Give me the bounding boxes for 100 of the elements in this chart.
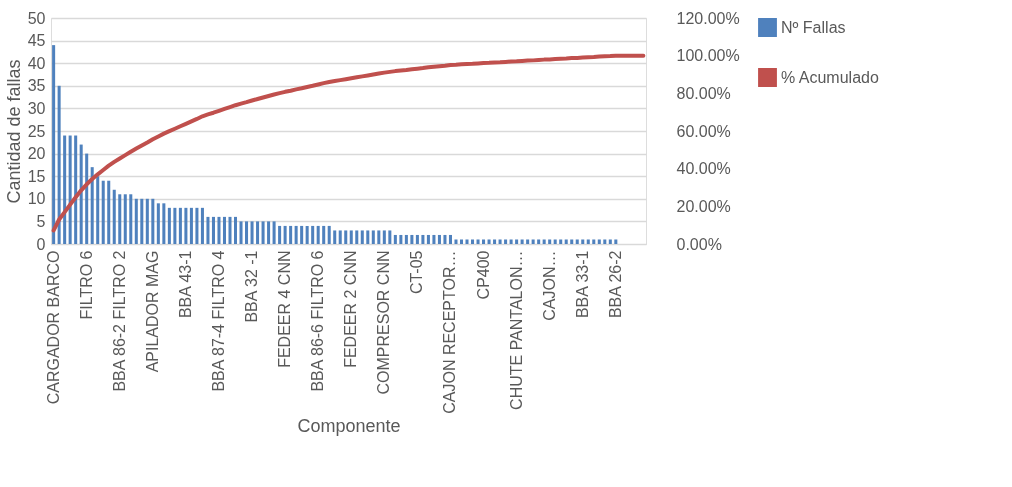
bar xyxy=(526,239,530,244)
bar xyxy=(603,239,607,244)
bar xyxy=(498,239,502,244)
x-tick-label: CP400 xyxy=(474,250,492,300)
bar xyxy=(129,194,133,244)
bar xyxy=(52,45,56,244)
bar xyxy=(355,230,359,244)
bar xyxy=(388,230,392,244)
legend-label: Nº Fallas xyxy=(781,18,846,36)
y-tick-label: 20 xyxy=(27,145,46,163)
y-tick-label: 5 xyxy=(36,212,46,230)
bar xyxy=(90,167,94,244)
bar xyxy=(570,239,574,244)
bar xyxy=(261,221,265,244)
bar xyxy=(592,239,596,244)
x-tick-label: CAJON… xyxy=(540,250,558,321)
bar xyxy=(482,239,486,244)
bar xyxy=(515,239,519,244)
bar xyxy=(415,234,419,244)
bar xyxy=(173,207,177,244)
y2-tick-label: 100.00% xyxy=(676,47,740,65)
bar xyxy=(465,239,469,244)
y-tick-label: 30 xyxy=(27,99,46,117)
bar xyxy=(233,216,238,244)
x-tick-label: FEDEER 4 CNN xyxy=(276,250,294,368)
bar xyxy=(360,230,364,244)
bar xyxy=(531,239,535,244)
y-tick-label: 0 xyxy=(36,235,46,253)
x-tick-label: APILADOR MAG xyxy=(143,250,161,373)
x-tick-label: CAJON RECEPTOR… xyxy=(441,250,459,414)
x-tick-label: CT-05 xyxy=(408,250,426,295)
bar xyxy=(366,230,370,244)
x-tick-label: FILTRO 6 xyxy=(77,250,95,320)
bar xyxy=(63,135,67,244)
bar xyxy=(305,225,309,244)
bar xyxy=(239,221,243,244)
bar xyxy=(564,239,568,244)
bar xyxy=(211,216,215,244)
y2-tick-label: 120.00% xyxy=(676,9,740,27)
y-tick-label: 45 xyxy=(27,32,46,50)
bar xyxy=(377,230,381,244)
bar xyxy=(421,234,425,244)
bar xyxy=(189,207,193,244)
bar xyxy=(443,234,447,244)
bar xyxy=(471,239,475,244)
y-tick-label: 40 xyxy=(27,54,46,72)
bar xyxy=(267,221,271,244)
x-tick-label: FEDEER 2 CNN xyxy=(342,250,360,368)
bar xyxy=(454,239,458,244)
bar xyxy=(162,203,166,244)
bar xyxy=(222,216,226,244)
bar xyxy=(382,230,386,244)
x-tick-label: CHUTE PANTALON… xyxy=(507,250,525,410)
bar xyxy=(542,239,546,244)
y2-tick-label: 60.00% xyxy=(676,122,731,140)
bar xyxy=(520,239,524,244)
x-tick-label: CARGADOR BARCO xyxy=(44,250,62,405)
bar xyxy=(311,225,315,244)
bar xyxy=(459,239,464,244)
y2-tick-label: 0.00% xyxy=(676,235,722,253)
bar xyxy=(184,207,188,244)
bar xyxy=(333,230,337,244)
bar xyxy=(432,234,436,244)
bar xyxy=(228,216,232,244)
y-tick-label: 35 xyxy=(27,77,46,95)
bar xyxy=(107,180,111,244)
bar xyxy=(404,234,408,244)
bar xyxy=(85,153,89,244)
y2-tick-label: 40.00% xyxy=(676,160,731,178)
bar xyxy=(322,225,326,244)
x-tick-label: BBA 86-2 FILTRO 2 xyxy=(110,250,128,392)
bar xyxy=(118,194,122,244)
bar xyxy=(79,144,83,244)
bar xyxy=(437,234,441,244)
y-tick-label: 10 xyxy=(27,190,46,208)
bar xyxy=(151,198,155,244)
bar xyxy=(250,221,254,244)
bar xyxy=(448,234,452,244)
y-tick-label: 25 xyxy=(27,122,46,140)
bar xyxy=(217,216,221,244)
y-axis-title: Cantidad de fallas xyxy=(3,59,24,204)
bar xyxy=(371,230,375,244)
bar xyxy=(294,225,298,244)
bar xyxy=(597,239,601,244)
bar xyxy=(123,194,127,244)
bar xyxy=(575,239,579,244)
bar xyxy=(476,239,480,244)
bar xyxy=(245,221,249,244)
bar xyxy=(344,230,348,244)
bar xyxy=(256,221,260,244)
bar xyxy=(426,234,430,244)
bar xyxy=(57,85,61,244)
bar xyxy=(410,234,414,244)
x-tick-label: BBA 32 -1 xyxy=(243,250,261,323)
bar xyxy=(68,135,72,244)
bar xyxy=(74,135,78,244)
x-tick-label: BBA 33-1 xyxy=(573,250,591,319)
x-tick-label: BBA 43-1 xyxy=(176,250,194,319)
line-series xyxy=(51,53,646,233)
legend-label: % Acumulado xyxy=(781,68,879,86)
